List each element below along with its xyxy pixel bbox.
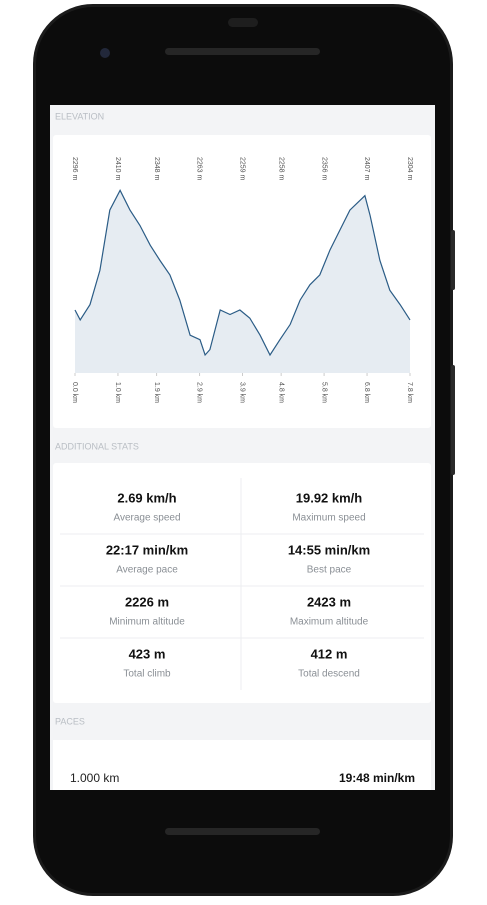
- x-tick-label: 1.9 km: [153, 382, 160, 403]
- elevation-label: 2258 m: [277, 157, 284, 181]
- elevation-label: 2263 m: [196, 157, 203, 181]
- section-heading: ADDITIONAL STATS: [55, 441, 139, 451]
- stat-value: 2226 m: [125, 594, 169, 609]
- x-tick-label: 6.8 km: [363, 382, 370, 403]
- stat-label: Maximum speed: [292, 513, 365, 524]
- side-button: [451, 230, 455, 290]
- stat-value: 19.92 km/h: [296, 490, 363, 505]
- pace-distance: 1.000 km: [70, 771, 119, 785]
- card: [53, 740, 431, 790]
- stat-label: Average pace: [116, 565, 178, 576]
- card: [53, 463, 431, 703]
- stat-value: 22:17 min/km: [106, 542, 188, 557]
- stat-value: 412 m: [311, 646, 348, 661]
- stat-value: 2423 m: [307, 594, 351, 609]
- x-tick-label: 4.8 km: [277, 382, 284, 403]
- section-heading: PACES: [55, 716, 85, 726]
- elevation-label: 2304 m: [406, 157, 413, 181]
- elevation-label: 2407 m: [363, 157, 370, 181]
- elevation-label: 2348 m: [153, 157, 160, 181]
- speaker: [165, 828, 320, 835]
- stat-value: 423 m: [129, 646, 166, 661]
- pace-value: 19:48 min/km: [339, 771, 415, 785]
- stat-value: 2.69 km/h: [117, 490, 176, 505]
- speaker: [165, 48, 320, 55]
- camera: [100, 48, 110, 58]
- x-tick-label: 5.8 km: [320, 382, 327, 403]
- elevation-label: 2259 m: [239, 157, 246, 181]
- stat-label: Maximum altitude: [290, 617, 369, 628]
- stat-value: 14:55 min/km: [288, 542, 370, 557]
- elevation-label: 2410 m: [114, 157, 121, 181]
- sensor: [228, 18, 258, 27]
- x-tick-label: 1.0 km: [114, 382, 121, 403]
- x-tick-label: 7.8 km: [406, 382, 413, 403]
- elevation-line: [74, 188, 411, 357]
- stat-label: Total descend: [298, 669, 360, 680]
- stat-label: Average speed: [113, 513, 180, 524]
- x-tick-label: 3.9 km: [239, 382, 246, 403]
- stat-label: Minimum altitude: [109, 617, 185, 628]
- x-tick-label: 0.0 km: [71, 382, 78, 403]
- x-tick-label: 2.9 km: [196, 382, 203, 403]
- elevation-area: [75, 190, 410, 373]
- stat-label: Total climb: [123, 669, 171, 680]
- stat-label: Best pace: [307, 565, 352, 576]
- elevation-label: 2356 m: [320, 157, 327, 181]
- elevation-label: 2296 m: [71, 157, 78, 181]
- side-button: [451, 365, 455, 475]
- section-heading: ELEVATION: [55, 111, 104, 121]
